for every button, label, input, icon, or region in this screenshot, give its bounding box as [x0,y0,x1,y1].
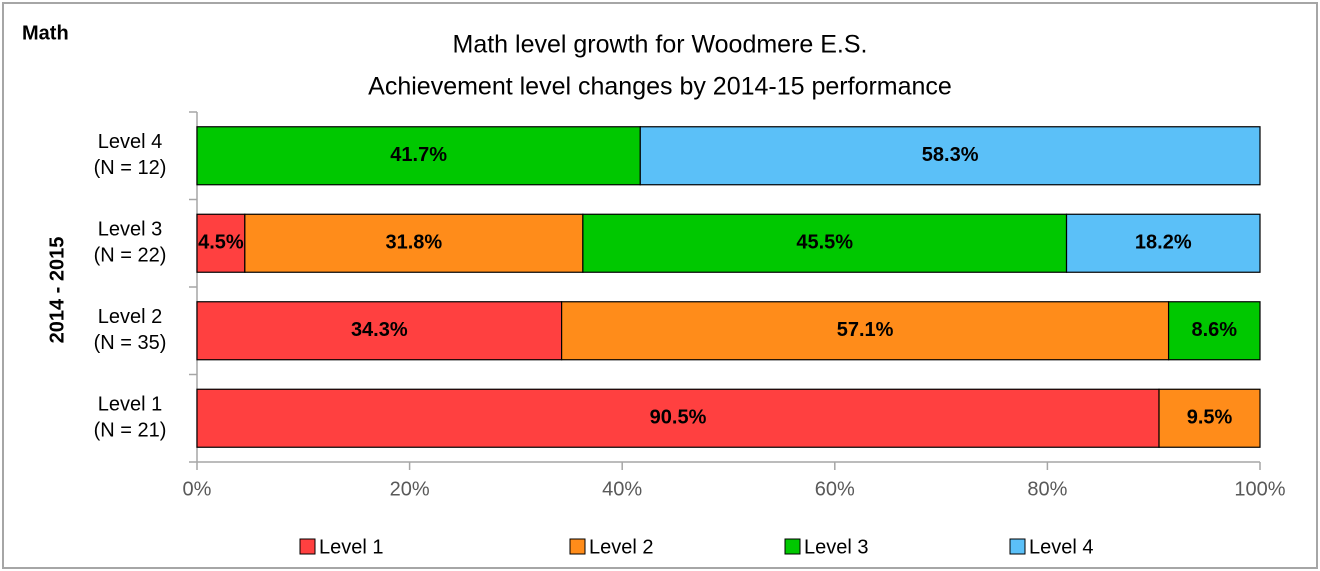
x-tick-label: 40% [602,478,642,500]
data-label: 41.7% [390,144,447,166]
data-label: 90.5% [650,407,707,429]
bar-segment [196,213,246,273]
bar-segment [196,388,1160,448]
bar-segment [639,126,1261,186]
bar-segment [1158,388,1261,448]
x-tick-label: 80% [1027,478,1067,500]
data-label: 18.2% [1135,232,1192,254]
chart-subtitle: Achievement level changes by 2014-15 per… [368,73,952,101]
x-tick-label: 20% [390,478,430,500]
legend-swatch [569,538,586,555]
y-tick-label: Level 3 (N = 22) [94,219,167,267]
bar-segment [1065,213,1261,273]
legend-label: Level 4 [1029,536,1094,558]
bar-segment [582,213,1068,273]
bar-segment [561,301,1170,361]
bar-segment [1167,301,1261,361]
chart-title: Math level growth for Woodmere E.S. [453,31,868,59]
legend-swatch [1009,538,1026,555]
y-tick-label: Level 4 (N = 12) [94,131,167,179]
x-tick-label: 60% [815,478,855,500]
y-axis-label: 2014 - 2015 [46,237,68,344]
y-tick-label: Level 1 (N = 21) [94,394,167,442]
data-label: 57.1% [837,319,894,341]
data-label: 8.6% [1191,319,1237,341]
data-label: 34.3% [351,319,408,341]
data-label: 9.5% [1187,407,1233,429]
data-label: 4.5% [198,232,244,254]
data-label: 45.5% [796,232,853,254]
data-label: 31.8% [385,232,442,254]
legend-label: Level 3 [804,536,869,558]
legend-swatch [784,538,801,555]
x-tick-label: 0% [183,478,212,500]
corner-label: Math [22,22,69,44]
bar-segment [196,126,641,186]
x-tick-label: 100% [1234,478,1285,500]
legend-swatch [299,538,316,555]
bar-segment [196,301,563,361]
y-tick-label: Level 2 (N = 35) [94,306,167,354]
data-label: 58.3% [922,144,979,166]
legend-label: Level 1 [319,536,384,558]
legend-label: Level 2 [589,536,654,558]
